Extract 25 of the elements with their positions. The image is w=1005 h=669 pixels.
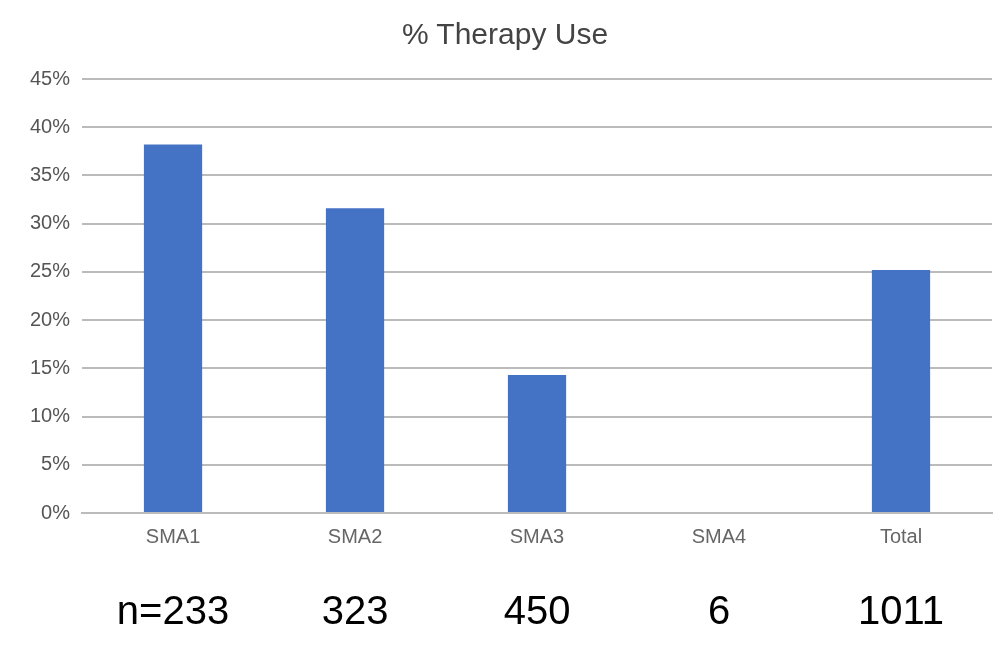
y-tick-label: 40% — [30, 114, 71, 137]
bar — [507, 375, 567, 512]
text: 450 — [503, 588, 571, 633]
chart-title: % Therapy Use — [401, 17, 609, 51]
y-tick-label: 25% — [30, 259, 71, 282]
text: n=233 — [116, 588, 230, 633]
x-tick-label: SMA2 — [327, 524, 383, 547]
y-tick-label: 15% — [30, 355, 71, 378]
x-tick-label: Total — [879, 524, 923, 547]
y-tick-label: 10% — [30, 404, 71, 427]
text: 323 — [321, 588, 389, 633]
bar — [143, 144, 203, 512]
bar — [871, 269, 931, 512]
y-tick-label: 45% — [30, 66, 71, 89]
text: 6 — [707, 588, 731, 633]
x-tick-label: SMA1 — [145, 524, 201, 547]
text: 1011 — [858, 588, 945, 633]
y-tick-label: 5% — [41, 452, 71, 475]
y-tick-label: 0% — [41, 500, 71, 523]
y-tick-label: 20% — [30, 307, 71, 330]
bar — [325, 208, 385, 512]
y-tick-label: 30% — [30, 211, 71, 234]
x-tick-label: SMA3 — [509, 524, 565, 547]
y-tick-label: 35% — [30, 162, 71, 185]
x-tick-label: SMA4 — [691, 524, 747, 547]
